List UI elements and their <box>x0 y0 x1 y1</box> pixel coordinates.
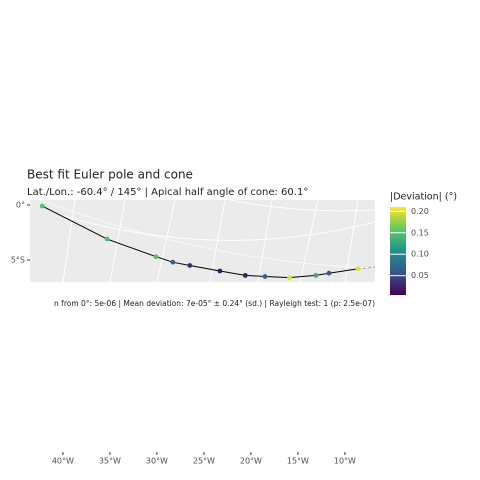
point <box>262 274 268 279</box>
colorbar <box>390 207 406 295</box>
x-tick-label: 40°W <box>52 457 74 466</box>
legend-title: |Deviation| (°) <box>390 192 457 203</box>
x-tick-label: 35°W <box>99 457 121 466</box>
point <box>187 263 193 268</box>
colorbar-tick-label: 0.15 <box>411 228 429 237</box>
point <box>170 259 176 265</box>
point <box>153 254 159 260</box>
point <box>39 203 45 209</box>
x-tick-label: 20°W <box>240 457 262 466</box>
point <box>104 236 110 242</box>
caption: n from 0°: 5e-06 | Mean deviation: 7e-05… <box>54 299 375 308</box>
x-tick-label: 15°W <box>287 457 309 466</box>
colorbar-tick-label: 0.10 <box>411 250 429 259</box>
panel <box>30 200 375 282</box>
extension <box>357 266 376 270</box>
colorbar-tick-label: 0.05 <box>411 271 429 280</box>
y-tick-label: 0° <box>16 200 25 209</box>
graticule <box>39 200 375 282</box>
chart-subtitle: Lat./Lon.: -60.4° / 145° | Apical half a… <box>27 187 308 198</box>
point <box>326 270 332 276</box>
point <box>242 272 248 278</box>
x-tick-label: 30°W <box>146 457 168 466</box>
point <box>287 275 292 280</box>
colorbar-tick-label: 0.20 <box>411 207 429 216</box>
point <box>355 266 361 272</box>
x-tick-label: 10°W <box>334 457 356 466</box>
chart-title: Best fit Euler pole and cone <box>27 168 193 182</box>
x-tick-label: 25°W <box>193 457 215 466</box>
y-tick-label: 5°S <box>11 255 25 264</box>
point <box>313 272 319 278</box>
point <box>217 268 223 274</box>
